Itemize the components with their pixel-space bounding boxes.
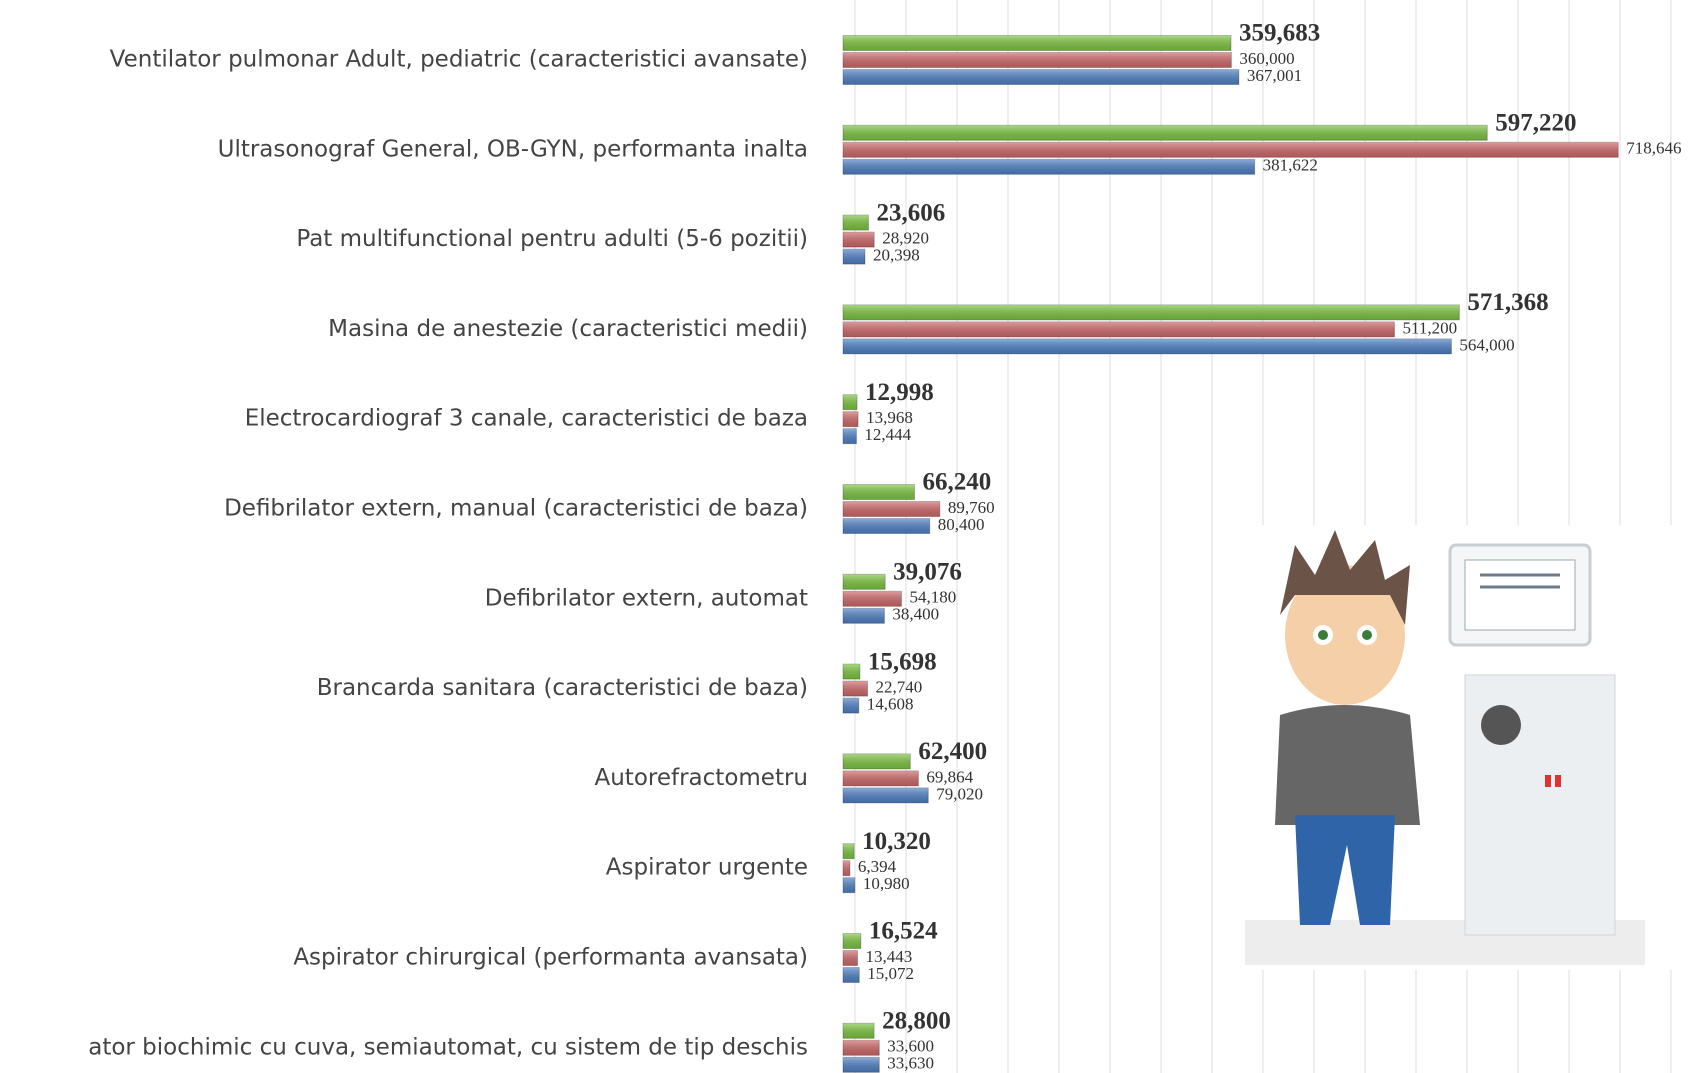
bar-shade — [843, 698, 859, 713]
category-label: Ventilator pulmonar Adult, pediatric (ca… — [110, 47, 808, 73]
value-label: 20,398 — [873, 246, 920, 265]
bar-shade — [843, 232, 874, 247]
bar-shade — [843, 395, 857, 410]
bar-shade — [843, 951, 858, 966]
value-label: 39,076 — [893, 559, 962, 586]
value-label: 66,240 — [922, 469, 991, 496]
value-label: 16,524 — [869, 918, 938, 945]
bar-shade — [843, 159, 1255, 174]
value-label: 381,622 — [1263, 156, 1318, 175]
bar-shade — [843, 1057, 879, 1072]
value-label: 564,000 — [1459, 335, 1514, 354]
bar-shade — [843, 519, 930, 534]
bar-shade — [843, 664, 860, 679]
value-label: 15,072 — [867, 964, 914, 983]
bar-shade — [843, 412, 858, 427]
bar-shade — [843, 322, 1394, 337]
category-label: Aspirator urgente — [606, 855, 808, 881]
bar-shade — [843, 878, 855, 893]
bar-shade — [843, 339, 1451, 354]
bar-shade — [843, 934, 861, 949]
bar-shade — [843, 1040, 879, 1055]
category-label: Masina de anestezie (caracteristici medi… — [328, 316, 808, 342]
value-label: 80,400 — [938, 515, 985, 534]
bar-shade — [843, 249, 865, 264]
value-label: 359,683 — [1239, 20, 1320, 47]
value-label: 33,630 — [887, 1054, 934, 1073]
value-label: 12,998 — [865, 379, 934, 406]
bar-shade — [843, 771, 918, 786]
bar-shade — [843, 125, 1487, 140]
category-label: Autorefractometru — [595, 765, 809, 791]
bar-shade — [843, 608, 884, 623]
value-label: 62,400 — [918, 738, 987, 765]
bar-shade — [843, 305, 1459, 320]
value-label: 12,444 — [864, 425, 911, 444]
value-label: 10,980 — [863, 874, 910, 893]
bar-shade — [843, 142, 1618, 157]
bar-shade — [843, 53, 1231, 68]
bar-shade — [843, 36, 1231, 51]
bar-shade — [843, 754, 910, 769]
bar-shade — [843, 1023, 874, 1038]
value-label: 367,001 — [1247, 66, 1302, 85]
value-label: 79,020 — [936, 784, 983, 803]
category-label: Ultrasonograf General, OB-GYN, performan… — [218, 136, 808, 162]
bar-shade — [843, 485, 914, 500]
bar-shade — [843, 861, 850, 876]
category-label: Pat multifunctional pentru adulti (5-6 p… — [296, 226, 808, 252]
value-label: 597,220 — [1495, 110, 1576, 137]
value-label: 511,200 — [1402, 318, 1457, 337]
value-label: 571,368 — [1467, 289, 1548, 316]
value-label: 15,698 — [868, 648, 937, 675]
value-label: 14,608 — [867, 695, 914, 714]
bar-shade — [843, 502, 940, 517]
chart: Ventilator pulmonar Adult, pediatric (ca… — [0, 0, 1706, 1073]
category-label: Defibrilator extern, automat — [485, 585, 808, 611]
category-label: Electrocardiograf 3 canale, caracteristi… — [245, 406, 808, 432]
category-label: Brancarda sanitara (caracteristici de ba… — [317, 675, 808, 701]
value-label: 718,646 — [1626, 139, 1681, 158]
category-label: Defibrilator extern, manual (caracterist… — [224, 496, 808, 522]
bar-shade — [843, 429, 856, 444]
value-label: 38,400 — [892, 605, 939, 624]
category-label: ator biochimic cu cuva, semiautomat, cu … — [88, 1034, 808, 1060]
bar-shade — [843, 215, 868, 230]
bar-shade — [843, 844, 854, 859]
category-label: Aspirator chirurgical (performanta avans… — [293, 945, 808, 971]
bar-shade — [843, 70, 1239, 85]
value-label: 10,320 — [862, 828, 931, 855]
bar-shade — [843, 681, 868, 696]
value-label: 28,800 — [882, 1008, 951, 1035]
illustration — [1235, 525, 1675, 970]
bar-shade — [843, 788, 928, 803]
bar-shade — [843, 968, 859, 983]
value-label: 23,606 — [876, 199, 945, 226]
bar-shade — [843, 574, 885, 589]
